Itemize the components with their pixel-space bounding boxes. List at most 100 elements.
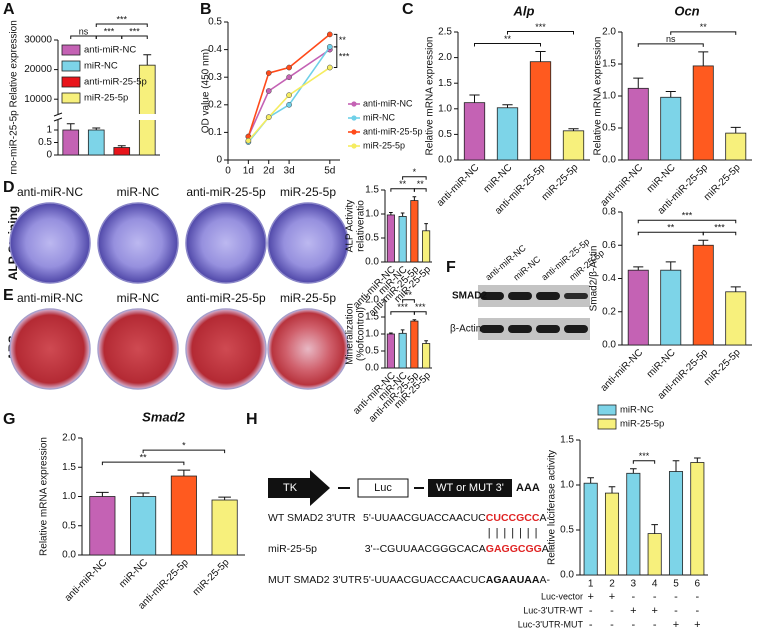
- bar: [690, 462, 705, 576]
- y-axis-label: Relative mRNA expression: [425, 37, 436, 156]
- bar: [604, 492, 620, 576]
- significance-bracket: [142, 449, 226, 454]
- significance-label: **: [339, 35, 347, 45]
- point: [265, 88, 272, 94]
- point: [286, 64, 292, 71]
- axis-break-mark: [53, 112, 63, 122]
- table-sign: -: [653, 591, 657, 603]
- table-row-label: Luc-3'UTR-WT: [523, 605, 583, 615]
- y-tick-label: 0.6: [602, 240, 616, 251]
- significance-label: **: [140, 453, 148, 463]
- y-tick-label: 0.5: [438, 129, 452, 140]
- point: [326, 64, 333, 71]
- y-tick-label: 0.0: [602, 155, 616, 166]
- legend-label: anti-miR-NC: [363, 98, 413, 108]
- error-bar: [96, 491, 109, 497]
- table-row-label: Luc-3'UTR-MUT: [518, 619, 584, 629]
- bar: [692, 244, 714, 346]
- legend-marker: [351, 129, 357, 135]
- alp-plates: [9, 202, 349, 284]
- x-tick-label: 1d: [243, 166, 254, 177]
- y-tick-label: 1.0: [62, 491, 76, 502]
- error-bar: [136, 492, 150, 497]
- significance-bracket: [333, 33, 338, 48]
- significance-label: **: [399, 179, 407, 189]
- x-tick-label: miR-NC: [645, 347, 678, 380]
- significance-bracket: [670, 31, 737, 35]
- utr-label: WT or MUT 3': [436, 482, 504, 494]
- y-tick-label: 0.0: [365, 257, 379, 268]
- sequence-name: WT SMAD2 3'UTR: [268, 512, 356, 524]
- x-tick-label: 3d: [284, 166, 295, 177]
- significance-label: ***: [129, 26, 140, 36]
- table-sign: -: [589, 605, 593, 617]
- significance-bracket: [702, 231, 737, 236]
- y-axis-label: Mineralization: [345, 303, 356, 365]
- table-sign: +: [630, 605, 636, 617]
- sequence-part: 5'-UUAACGUACCAACUC: [363, 574, 486, 586]
- base-pairing: |||||||: [488, 527, 538, 539]
- bar: [463, 102, 486, 161]
- y-tick-label: 0.3: [208, 72, 222, 83]
- bar: [660, 96, 682, 161]
- plate-label: miR-25-5p: [280, 185, 336, 199]
- y-tick-label: 2.0: [438, 52, 452, 63]
- significance-bracket: [474, 42, 541, 47]
- bar: [211, 499, 238, 556]
- bar: [496, 107, 519, 161]
- plate-label: miR-25-5p: [280, 291, 336, 305]
- chart-title: Ocn: [674, 3, 699, 18]
- y-tick-label: 0.5: [38, 137, 52, 148]
- panel-label: B: [200, 1, 212, 18]
- significance-label: **: [504, 34, 512, 44]
- y-tick-label: 1.0: [438, 103, 452, 114]
- significance-label: *: [413, 167, 417, 177]
- error-bar: [400, 329, 405, 334]
- bar: [410, 200, 419, 263]
- sequence-part: AGAAUAA: [486, 574, 540, 586]
- chart-title: Smad2: [142, 409, 185, 424]
- bar: [386, 214, 395, 263]
- x-tick-label: 5d: [324, 166, 335, 177]
- significance-label: ***: [535, 22, 546, 32]
- y-tick-label: 0.0: [438, 155, 452, 166]
- y-tick-label: 1.5: [438, 78, 452, 89]
- y-axis-label: Relative luciferase activity: [547, 450, 558, 565]
- x-tick-label: 5: [673, 579, 679, 590]
- panel-label: E: [3, 287, 14, 304]
- y-tick-label: 0.2: [208, 99, 222, 110]
- plate-label: anti-miR-NC: [17, 291, 83, 305]
- table-sign: -: [653, 619, 657, 631]
- significance-bracket: [637, 43, 704, 47]
- bar: [89, 496, 116, 556]
- error-bar: [535, 50, 546, 62]
- significance-bracket: [101, 461, 185, 466]
- bar: [398, 215, 407, 263]
- sequence-part: CUCCGCC: [486, 512, 540, 524]
- significance-bracket: [402, 299, 415, 303]
- table-sign: -: [589, 619, 593, 631]
- y-tick-label: 20000: [24, 64, 52, 75]
- significance-label: **: [700, 22, 708, 32]
- significance-bracket: [402, 176, 427, 180]
- error-bar: [177, 469, 191, 477]
- bar: [170, 475, 197, 556]
- error-bar: [633, 77, 644, 89]
- sequence-part: 3'--CGUUAACGGGCACA: [365, 543, 486, 555]
- error-bar: [608, 486, 616, 494]
- error-bar: [665, 261, 676, 271]
- significance-label: **: [667, 223, 675, 233]
- sequence-part: GAGGCGG: [486, 543, 542, 555]
- significance-label: ***: [104, 26, 115, 36]
- table-sign: -: [631, 619, 635, 631]
- point: [286, 92, 292, 98]
- x-tick-label: 2: [609, 579, 615, 590]
- y-tick-label: 30000: [24, 35, 52, 46]
- panel-label: A: [3, 1, 15, 18]
- table-sign: -: [610, 619, 614, 631]
- y-tick-label: 0.5: [365, 346, 379, 357]
- x-tick-label: miR-NC: [117, 557, 150, 590]
- plate-label: miR-NC: [117, 185, 160, 199]
- y-tick-label: 0.1: [208, 127, 222, 138]
